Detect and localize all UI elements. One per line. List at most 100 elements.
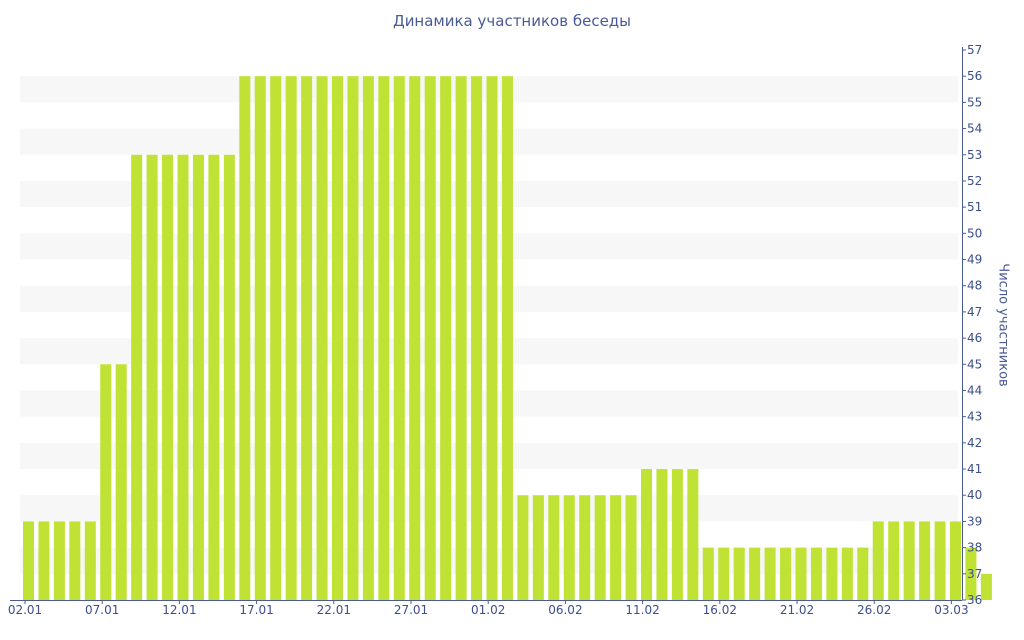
- bar: [409, 76, 421, 600]
- bar: [347, 76, 359, 600]
- bar: [378, 76, 390, 600]
- bar: [718, 547, 730, 600]
- y-tick-label: 36: [967, 593, 982, 607]
- bar: [301, 76, 313, 600]
- bar: [362, 76, 374, 600]
- bar: [316, 76, 328, 600]
- bar: [254, 76, 266, 600]
- chart-title: Динамика участников беседы: [392, 12, 632, 30]
- x-tick-label: 02.01: [8, 603, 42, 617]
- bar: [857, 547, 869, 600]
- y-tick-label: 38: [967, 541, 982, 555]
- y-tick-label: 55: [967, 95, 982, 109]
- x-tick-label: 11.02: [625, 603, 659, 617]
- bar: [687, 469, 699, 600]
- bar: [579, 495, 591, 600]
- bar: [749, 547, 761, 600]
- bar: [532, 495, 544, 600]
- bar: [239, 76, 251, 600]
- bar: [192, 154, 204, 600]
- bar: [810, 547, 822, 600]
- y-tick-label: 52: [967, 174, 982, 188]
- x-tick-label: 06.02: [548, 603, 582, 617]
- x-tick-label: 22.01: [317, 603, 351, 617]
- bar: [424, 76, 436, 600]
- y-tick-label: 54: [967, 122, 982, 136]
- y-tick-label: 51: [967, 200, 982, 214]
- y-tick-label: 45: [967, 357, 982, 371]
- bar: [53, 521, 65, 600]
- bar: [671, 469, 683, 600]
- bar: [146, 154, 158, 600]
- bar: [517, 495, 529, 600]
- bar: [471, 76, 483, 600]
- bar: [100, 364, 112, 600]
- bar: [440, 76, 452, 600]
- y-tick-label: 47: [967, 305, 982, 319]
- bar: [455, 76, 467, 600]
- bar: [934, 521, 946, 600]
- x-tick-label: 16.02: [703, 603, 737, 617]
- y-tick-label: 56: [967, 69, 982, 83]
- y-tick-label: 53: [967, 148, 982, 162]
- bar: [23, 521, 34, 600]
- y-tick-label: 50: [967, 226, 982, 240]
- bar: [733, 547, 745, 600]
- bar: [208, 154, 220, 600]
- x-tick-label: 26.02: [857, 603, 891, 617]
- bar: [656, 469, 668, 600]
- bar: [702, 547, 714, 600]
- bar: [38, 521, 50, 600]
- x-tick-label: 17.01: [239, 603, 273, 617]
- bar: [980, 573, 992, 600]
- y-tick-label: 39: [967, 514, 982, 528]
- x-tick-label: 21.02: [780, 603, 814, 617]
- y-tick-label: 49: [967, 253, 982, 267]
- x-tick-label: 01.02: [471, 603, 505, 617]
- bar: [393, 76, 405, 600]
- bar: [177, 154, 189, 600]
- bar: [548, 495, 560, 600]
- bar: [162, 154, 174, 600]
- bar: [764, 547, 776, 600]
- y-tick-label: 40: [967, 488, 982, 502]
- y-tick-label: 57: [967, 43, 982, 57]
- y-tick-label: 48: [967, 279, 982, 293]
- bar: [594, 495, 606, 600]
- bar: [872, 521, 884, 600]
- y-tick-label: 42: [967, 436, 982, 450]
- bar: [888, 521, 900, 600]
- x-tick-label: 27.01: [394, 603, 428, 617]
- bar: [501, 76, 513, 600]
- bar: [115, 364, 127, 600]
- x-tick-label: 07.01: [85, 603, 119, 617]
- bar: [795, 547, 807, 600]
- bar: [332, 76, 343, 600]
- bar: [84, 521, 96, 600]
- bar: [950, 521, 961, 600]
- bar: [563, 495, 575, 600]
- bar: [841, 547, 853, 600]
- bar: [285, 76, 297, 600]
- x-tick-label: 03.03: [934, 603, 968, 617]
- bar: [131, 154, 143, 600]
- y-tick-label: 46: [967, 331, 982, 345]
- bar: [641, 469, 652, 600]
- bar: [625, 495, 637, 600]
- y-tick-label: 44: [967, 383, 982, 397]
- y-tick-label: 37: [967, 567, 982, 581]
- bar: [69, 521, 81, 600]
- bar: [903, 521, 915, 600]
- y-tick-label: 41: [967, 462, 982, 476]
- bar: [965, 547, 977, 600]
- y-tick-label: 43: [967, 410, 982, 424]
- bar: [223, 154, 235, 600]
- bar: [270, 76, 282, 600]
- bar: [919, 521, 931, 600]
- bar: [486, 76, 498, 600]
- bar: [780, 547, 792, 600]
- bar: [610, 495, 622, 600]
- bar: [826, 547, 838, 600]
